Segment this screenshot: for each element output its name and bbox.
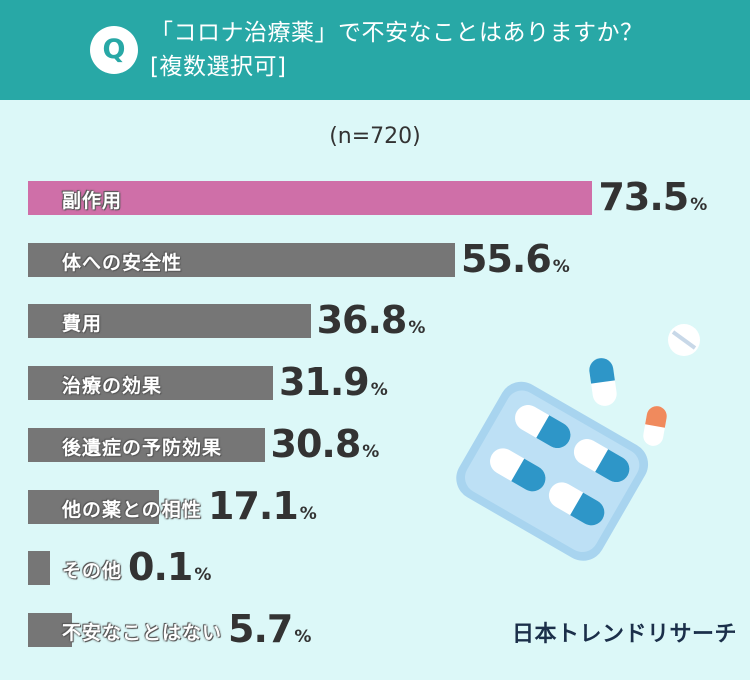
bar-6 [28, 551, 50, 586]
pill-illustration [456, 324, 700, 561]
sample-size: (n=720) [329, 124, 421, 149]
bar-value: 5.7% [228, 606, 311, 651]
capsule-icon [490, 448, 546, 492]
bar-value: 36.8% [316, 298, 426, 343]
bar-label: 治療の効果 [62, 375, 163, 398]
value-number: 5.7 [228, 606, 293, 651]
bar-1 [28, 242, 455, 277]
percent-unit: % [370, 380, 388, 401]
bar-2 [28, 304, 311, 339]
pill-blister-pack-icon [456, 381, 649, 561]
percent-unit: % [362, 441, 379, 462]
percent-unit: % [294, 626, 311, 647]
percent-unit: % [408, 318, 425, 339]
bar-value: 55.6% [461, 236, 570, 281]
capsule-icon [548, 482, 605, 526]
bar-label: その他 [62, 560, 123, 583]
question-line-2: [複数選択可] [150, 54, 287, 80]
bar-value: 30.8% [270, 421, 380, 466]
capsule-icon [643, 406, 667, 446]
bar-value: 73.5% [598, 175, 707, 219]
q-badge: Q [90, 26, 138, 74]
value-number: 73.5 [598, 175, 689, 219]
bar-value: 31.9% [278, 360, 388, 405]
value-number: 30.8 [270, 421, 362, 466]
value-number: 0.1 [128, 545, 193, 590]
bar-0 [28, 181, 593, 215]
capsule-icon [589, 358, 617, 406]
value-number: 17.1 [208, 483, 299, 528]
tablet-icon [668, 324, 700, 356]
bar-label: 後遺症の予防効果 [62, 436, 223, 459]
value-number: 36.8 [316, 298, 408, 343]
percent-unit: % [690, 195, 707, 215]
question-line-1: 「コロナ治療薬」で不安なことはありますか？ [150, 20, 644, 46]
bar-label: 体への安全性 [62, 251, 183, 274]
bar-label: 費用 [62, 313, 103, 336]
percent-unit: % [299, 503, 317, 524]
question-text: 「コロナ治療薬」で不安なことはありますか？ [複数選択可] [150, 16, 710, 84]
bar-4 [28, 427, 265, 462]
percent-unit: % [194, 565, 211, 586]
bar-7 [28, 612, 72, 647]
value-number: 55.6 [461, 236, 552, 281]
bar-5 [28, 489, 160, 524]
percent-unit: % [552, 256, 570, 277]
bar-label: 不安なことはない [62, 621, 223, 644]
brand-logo: 日本トレンドリサーチ [512, 622, 738, 647]
bar-value: 17.1% [208, 483, 317, 528]
capsule-icon [515, 405, 571, 449]
capsule-icon [573, 439, 630, 483]
value-number: 31.9 [278, 360, 370, 405]
question-header: Q 「コロナ治療薬」で不安なことはありますか？ [複数選択可] [0, 0, 750, 100]
bar-label: 他の薬との相性 [62, 498, 202, 521]
bar-3 [28, 366, 273, 401]
bar-value: 0.1% [128, 545, 211, 590]
bar-label: 副作用 [62, 190, 123, 212]
